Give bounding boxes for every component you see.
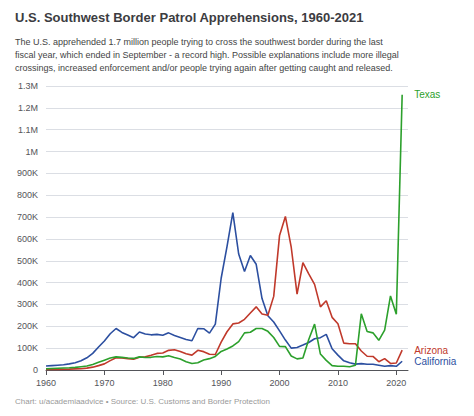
svg-text:1M: 1M <box>25 147 38 157</box>
svg-text:300K: 300K <box>17 299 38 309</box>
svg-text:1960: 1960 <box>36 378 56 388</box>
svg-text:1.1M: 1.1M <box>18 125 38 135</box>
svg-text:fiscal year, which ended in Se: fiscal year, which ended in September - … <box>15 50 399 60</box>
svg-text:100K: 100K <box>17 343 38 353</box>
svg-text:800K: 800K <box>17 190 38 200</box>
svg-text:400K: 400K <box>17 278 38 288</box>
svg-text:500K: 500K <box>17 256 38 266</box>
svg-text:1970: 1970 <box>94 378 114 388</box>
svg-text:0: 0 <box>33 365 38 375</box>
svg-text:1990: 1990 <box>211 378 231 388</box>
svg-text:Arizona: Arizona <box>414 345 448 356</box>
svg-text:1980: 1980 <box>153 378 173 388</box>
svg-text:The U.S. apprehended 1.7 milli: The U.S. apprehended 1.7 million people … <box>15 37 383 47</box>
svg-text:2020: 2020 <box>386 378 406 388</box>
svg-text:Texas: Texas <box>414 89 440 100</box>
svg-text:California: California <box>414 356 457 367</box>
svg-text:200K: 200K <box>17 321 38 331</box>
svg-text:600K: 600K <box>17 234 38 244</box>
svg-text:1.2M: 1.2M <box>18 103 38 113</box>
svg-text:900K: 900K <box>17 168 38 178</box>
svg-text:1.3M: 1.3M <box>18 81 38 91</box>
svg-text:Chart: u/academiaadvice • Sour: Chart: u/academiaadvice • Source: U.S. C… <box>15 397 270 406</box>
svg-text:2010: 2010 <box>328 378 348 388</box>
svg-text:crossings, increased enforceme: crossings, increased enforcement and/or … <box>15 63 393 73</box>
svg-text:2000: 2000 <box>270 378 290 388</box>
svg-text:U.S. Southwest Border Patrol A: U.S. Southwest Border Patrol Apprehensio… <box>15 10 363 25</box>
svg-text:700K: 700K <box>17 212 38 222</box>
